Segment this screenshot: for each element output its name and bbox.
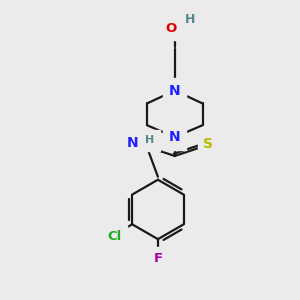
Text: S: S bbox=[203, 137, 214, 151]
Text: Cl: Cl bbox=[108, 230, 122, 243]
Text: N: N bbox=[169, 130, 181, 144]
Text: N: N bbox=[127, 136, 138, 150]
Text: F: F bbox=[153, 253, 163, 266]
Text: H: H bbox=[145, 135, 154, 145]
Text: N: N bbox=[169, 84, 181, 98]
Text: H: H bbox=[184, 13, 195, 26]
Text: O: O bbox=[165, 22, 176, 34]
